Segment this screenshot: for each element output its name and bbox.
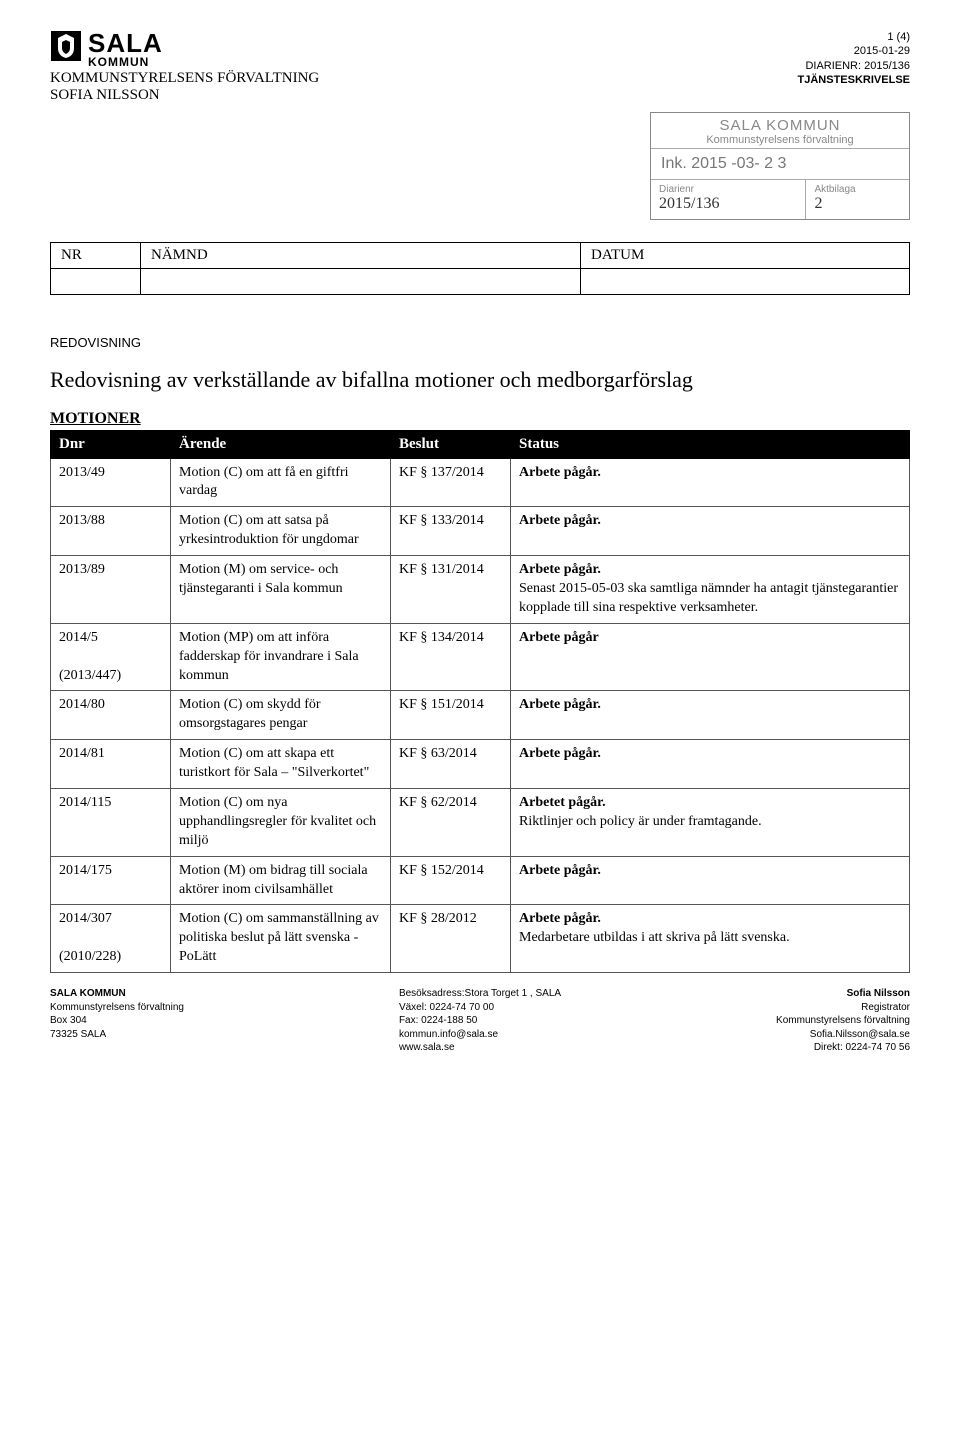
cell-arende: Motion (C) om sammanställning av politis… [171,905,391,973]
header-diarienr: DIARIENR: 2015/136 [798,59,910,73]
cell-beslut: KF § 28/2012 [391,905,511,973]
footer-person: Sofia Nilsson [776,987,910,1001]
cell-status: Arbete pågår. [511,507,910,556]
table-row: 2014/80Motion (C) om skydd för omsorgsta… [51,691,910,740]
footer-phone: Växel: 0224-74 70 00 [399,1001,561,1015]
footer-email: kommun.info@sala.se [399,1028,561,1042]
footer-fax: Fax: 0224-188 50 [399,1014,561,1028]
author-line: SOFIA NILSSON [50,87,319,104]
footer-org: SALA KOMMUN [50,987,184,1001]
page-number: 1 (4) [798,30,910,44]
motioner-heading: MOTIONER [50,410,910,428]
header-left: SALA KOMMUN KOMMUNSTYRELSENS FÖRVALTNING… [50,30,319,104]
footer-person-email: Sofia.Nilsson@sala.se [776,1028,910,1042]
cell-beslut: KF § 62/2014 [391,788,511,856]
footer-direct: Direkt: 0224-74 70 56 [776,1041,910,1055]
col-beslut-header: Beslut [391,430,511,458]
cell-arende: Motion (C) om att få en giftfri vardag [171,458,391,507]
document-title: Redovisning av verkställande av bifallna… [50,366,910,394]
cell-arende: Motion (C) om att satsa på yrkesintroduk… [171,507,391,556]
cell-arende: Motion (C) om att skapa ett turistkort f… [171,740,391,789]
logo-block: SALA KOMMUN [50,30,319,68]
cell-status: Arbetet pågår.Riktlinjer och policy är u… [511,788,910,856]
stamp-diarienr-label: Diarienr [659,184,797,195]
header-doctype: TJÄNSTESKRIVELSE [798,73,910,87]
table-row: 2014/175Motion (M) om bidrag till social… [51,856,910,905]
stamp-aktbilaga-value: 2 [814,195,901,213]
cell-dnr: 2014/115 [51,788,171,856]
stamp-title: SALA KOMMUN [657,117,903,134]
cell-status: Arbete pågår.Senast 2015-05-03 ska samtl… [511,556,910,624]
logo-sala-text: SALA [88,30,163,56]
footer-dept2: Kommunstyrelsens förvaltning [776,1014,910,1028]
cell-status: Arbete pågår. [511,458,910,507]
received-stamp: SALA KOMMUN Kommunstyrelsens förvaltning… [650,112,910,220]
namnd-header: NÄMND [141,243,581,269]
cell-dnr: 2014/307(2010/228) [51,905,171,973]
footer-dept: Kommunstyrelsens förvaltning [50,1001,184,1015]
footer-box: Box 304 [50,1014,184,1028]
cell-arende: Motion (C) om nya upphandlingsregler för… [171,788,391,856]
table-row: 2013/49Motion (C) om att få en giftfri v… [51,458,910,507]
cell-beslut: KF § 133/2014 [391,507,511,556]
cell-dnr: 2014/175 [51,856,171,905]
cell-beslut: KF § 137/2014 [391,458,511,507]
col-status-header: Status [511,430,910,458]
table-row: 2013/88Motion (C) om att satsa på yrkesi… [51,507,910,556]
footer-mid: Besöksadress:Stora Torget 1 , SALA Växel… [399,987,561,1055]
cell-status: Arbete pågår.Medarbetare utbildas i att … [511,905,910,973]
cell-dnr: 2014/80 [51,691,171,740]
footer-right: Sofia Nilsson Registrator Kommunstyrelse… [776,987,910,1055]
table-row: 2014/115Motion (C) om nya upphandlingsre… [51,788,910,856]
cell-status: Arbete pågår. [511,740,910,789]
stamp-diarienr-value: 2015/136 [659,195,797,213]
cell-beslut: KF § 63/2014 [391,740,511,789]
stamp-subtitle: Kommunstyrelsens förvaltning [657,134,903,146]
redovisning-label: REDOVISNING [50,335,910,350]
cell-dnr: 2013/88 [51,507,171,556]
page-footer: SALA KOMMUN Kommunstyrelsens förvaltning… [50,987,910,1055]
cell-dnr: 2013/89 [51,556,171,624]
cell-beslut: KF § 134/2014 [391,623,511,691]
datum-header: DATUM [581,243,910,269]
cell-beslut: KF § 151/2014 [391,691,511,740]
footer-left: SALA KOMMUN Kommunstyrelsens förvaltning… [50,987,184,1055]
cell-dnr: 2013/49 [51,458,171,507]
header-date: 2015-01-29 [798,44,910,58]
nr-header: NR [51,243,141,269]
department-line: KOMMUNSTYRELSENS FÖRVALTNING [50,70,319,87]
header-right-meta: 1 (4) 2015-01-29 DIARIENR: 2015/136 TJÄN… [798,30,910,87]
footer-role: Registrator [776,1001,910,1015]
nr-cell [51,269,141,295]
nr-namnd-datum-table: NR NÄMND DATUM [50,242,910,295]
motioner-table: Dnr Ärende Beslut Status 2013/49Motion (… [50,430,910,974]
table-row: 2014/5(2013/447)Motion (MP) om att inför… [51,623,910,691]
cell-beslut: KF § 131/2014 [391,556,511,624]
footer-web: www.sala.se [399,1041,561,1055]
page-header: SALA KOMMUN KOMMUNSTYRELSENS FÖRVALTNING… [50,30,910,104]
cell-dnr: 2014/5(2013/447) [51,623,171,691]
sala-logo-icon [50,30,82,62]
cell-status: Arbete pågår. [511,691,910,740]
stamp-ink-date: Ink. 2015 -03- 2 3 [651,149,909,180]
footer-postal: 73325 SALA [50,1028,184,1042]
cell-arende: Motion (C) om skydd för omsorgstagares p… [171,691,391,740]
stamp-aktbilaga-label: Aktbilaga [814,184,901,195]
cell-dnr: 2014/81 [51,740,171,789]
namnd-cell [141,269,581,295]
table-row: 2013/89Motion (M) om service- och tjänst… [51,556,910,624]
col-dnr-header: Dnr [51,430,171,458]
cell-arende: Motion (M) om bidrag till sociala aktöre… [171,856,391,905]
datum-cell [581,269,910,295]
cell-status: Arbete pågår [511,623,910,691]
footer-address: Besöksadress:Stora Torget 1 , SALA [399,987,561,1001]
table-row: 2014/307(2010/228)Motion (C) om sammanst… [51,905,910,973]
col-arende-header: Ärende [171,430,391,458]
cell-status: Arbete pågår. [511,856,910,905]
table-row: 2014/81Motion (C) om att skapa ett turis… [51,740,910,789]
cell-arende: Motion (MP) om att införa fadderskap för… [171,623,391,691]
cell-arende: Motion (M) om service- och tjänstegarant… [171,556,391,624]
cell-beslut: KF § 152/2014 [391,856,511,905]
